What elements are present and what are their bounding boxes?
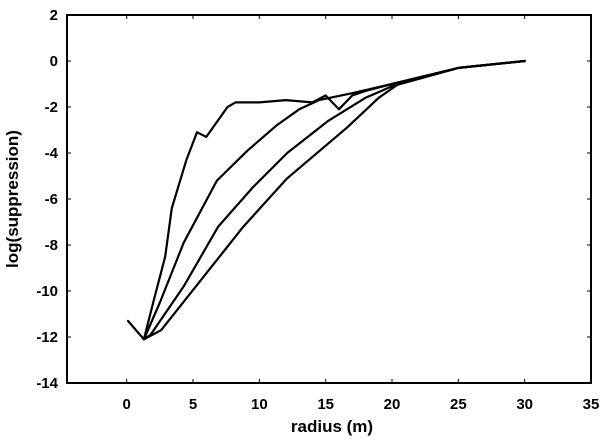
y-tick-label: -10 bbox=[36, 283, 58, 300]
y-axis-label: log(suppression) bbox=[3, 130, 22, 268]
y-tick-label: -2 bbox=[45, 99, 58, 116]
y-tick-label: -4 bbox=[45, 145, 59, 162]
y-tick-label: 2 bbox=[50, 7, 58, 24]
x-tick-label: 5 bbox=[189, 396, 197, 413]
x-tick-label: 30 bbox=[516, 396, 533, 413]
x-tick-label: 35 bbox=[583, 396, 600, 413]
x-tick-label: 20 bbox=[384, 396, 401, 413]
series-line-curve-4 bbox=[142, 59, 526, 341]
x-tick-label: 15 bbox=[317, 396, 334, 413]
x-tick-label: 0 bbox=[123, 396, 131, 413]
x-axis-ticks: 0 5 10 15 20 25 30 35 bbox=[123, 15, 600, 413]
y-axis-ticks: 2 0 -2 -4 -6 -8 -10 -12 -14 bbox=[36, 7, 591, 392]
x-tick-label: 25 bbox=[450, 396, 467, 413]
series-group bbox=[126, 59, 526, 341]
x-axis-label: radius (m) bbox=[291, 417, 373, 436]
series-line-curve-3 bbox=[142, 59, 526, 341]
y-tick-label: 0 bbox=[50, 53, 58, 70]
series-line-curve-2 bbox=[142, 59, 526, 341]
y-tick-label: -6 bbox=[45, 191, 58, 208]
y-tick-label: -12 bbox=[36, 329, 58, 346]
y-tick-label: -14 bbox=[36, 375, 58, 392]
plot-area-frame bbox=[66, 14, 592, 384]
y-tick-label: -8 bbox=[45, 237, 58, 254]
x-tick-label: 10 bbox=[251, 396, 268, 413]
